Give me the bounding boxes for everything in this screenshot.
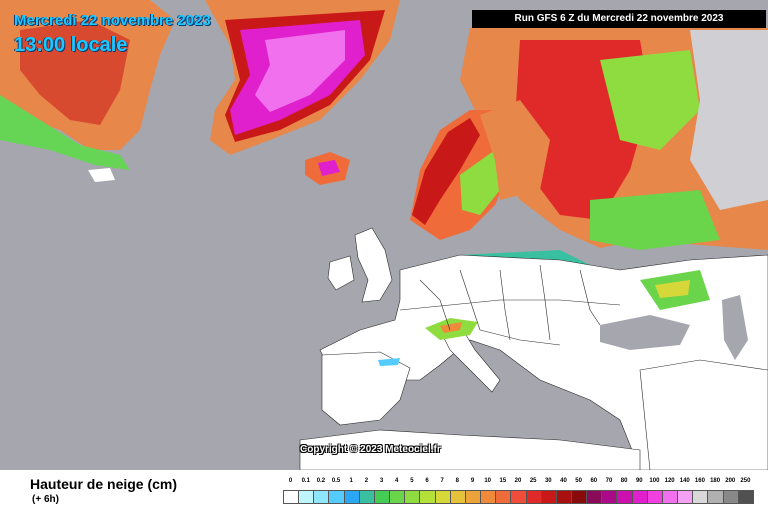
russia-east: [690, 30, 768, 210]
canada-islands: [88, 168, 115, 182]
scale-label: 8: [455, 478, 460, 484]
russia-snow-edge: [590, 190, 720, 250]
scale-swatch: [631, 490, 648, 504]
alps-core: [440, 322, 462, 333]
scale-label: 70: [605, 478, 613, 484]
north-africa: [299, 429, 641, 470]
scale-label: 0.1: [301, 478, 310, 484]
scale-swatch: [449, 490, 466, 504]
scale-swatch: [525, 490, 542, 504]
scale-label: 100: [649, 478, 660, 484]
scale-label: 180: [710, 478, 721, 484]
scale-label: 5: [410, 478, 414, 484]
scale-swatch: [495, 490, 512, 504]
scale-label: 1: [349, 478, 353, 484]
legend-footer: Hauteur de neige (cm) (+ 6h) 0 0.1 0.2 0.5 1…: [0, 470, 768, 512]
scale-label: 60: [590, 478, 598, 484]
black-sea: [600, 315, 690, 350]
scale-label: 25: [529, 478, 537, 484]
scale-label: 10: [484, 478, 492, 484]
country-borders: [399, 264, 621, 346]
scale-label: 30: [544, 478, 552, 484]
scale-swatch: [570, 490, 588, 504]
scale-label: 0.5: [331, 478, 341, 484]
scale-swatch: [601, 490, 618, 504]
scale-label: 120: [664, 478, 675, 484]
scale-swatch: [404, 490, 421, 504]
scale-label: 15: [499, 478, 507, 484]
scale-swatch: [737, 490, 754, 504]
scale-label: 6: [425, 478, 429, 484]
scale-swatch: [692, 490, 709, 504]
scale-label: 40: [560, 478, 567, 484]
variable-title: Hauteur de neige (cm): [30, 476, 178, 492]
scale-label: 160: [694, 478, 705, 484]
scale-label: 200: [725, 478, 736, 484]
scale-label: 20: [514, 478, 522, 484]
scale-label: 250: [740, 478, 751, 484]
scale-swatch: [464, 490, 482, 504]
scale-label: 50: [575, 478, 582, 484]
scale-label: 2: [364, 478, 369, 484]
scale-label: 9: [470, 478, 475, 484]
copyright-notice: Copyright © 2023 Meteociel.fr: [300, 444, 441, 455]
scale-swatch: [510, 490, 527, 504]
scale-swatch: [373, 490, 391, 504]
scale-swatch: [298, 490, 315, 504]
scale-swatch: [722, 490, 739, 504]
great-britain: [354, 227, 393, 303]
map-graphic: [0, 0, 768, 470]
scale-swatch: [480, 490, 497, 504]
scale-swatch: [328, 490, 345, 504]
scale-swatch: [419, 490, 436, 504]
scale-label: 3: [379, 478, 384, 484]
scale-label: 7: [440, 478, 444, 484]
greenland-core: [255, 30, 345, 112]
scale-swatch: [555, 490, 572, 504]
ireland: [327, 255, 355, 291]
color-scale: 0 0.1 0.2 0.5 1 2 3 4 5 6 7 8 9 10 15 20 25 30 40 50 60 70 80 9…: [283, 478, 754, 508]
caucasus-core: [655, 280, 690, 298]
scale-label: 80: [620, 478, 628, 484]
sweden-snow: [460, 150, 500, 215]
scale-swatch: [616, 490, 633, 504]
scale-label: 0: [288, 478, 293, 484]
norway-mountains: [412, 118, 480, 225]
scale-swatch: [677, 490, 694, 504]
scale-label: 4: [395, 478, 399, 484]
canada-light-snow: [0, 95, 130, 170]
scale-swatch: [358, 490, 375, 504]
middle-east: [639, 359, 768, 470]
valid-time: 13:00 locale: [14, 34, 128, 56]
scale-label: 140: [679, 478, 690, 484]
canada-deep-snow: [20, 20, 130, 125]
valid-date: Mercredi 22 novembre 2023: [14, 12, 211, 29]
caspian-sea: [722, 295, 748, 360]
iberia: [321, 351, 411, 426]
scale-swatch: [389, 490, 406, 504]
scale-swatch: [661, 490, 679, 504]
scale-swatch: [283, 490, 300, 504]
scale-swatch: [646, 490, 663, 504]
scale-swatch: [707, 490, 724, 504]
scale-swatch: [586, 490, 603, 504]
scale-label: 0.2: [316, 478, 326, 484]
scale-swatch: [313, 490, 330, 504]
scale-labels: 0 0.1 0.2 0.5 1 2 3 4 5 6 7 8 9 10 15 20 25 30 40 50 60 70 80 9…: [283, 478, 753, 488]
scale-swatch: [343, 490, 360, 504]
scale-label: 90: [635, 478, 643, 484]
finland: [480, 100, 550, 200]
run-info: Run GFS 6 Z du Mercredi 22 novembre 2023: [472, 10, 766, 28]
iceland-core: [318, 160, 340, 176]
pyrenees-snow: [378, 358, 400, 366]
scale-swatch: [540, 490, 557, 504]
scale-swatches: [283, 490, 754, 504]
russia-green: [600, 50, 700, 150]
scale-swatch: [434, 490, 451, 504]
forecast-step: (+ 6h): [32, 494, 59, 505]
snow-depth-map: Mercredi 22 novembre 2023 13:00 locale R…: [0, 0, 768, 470]
